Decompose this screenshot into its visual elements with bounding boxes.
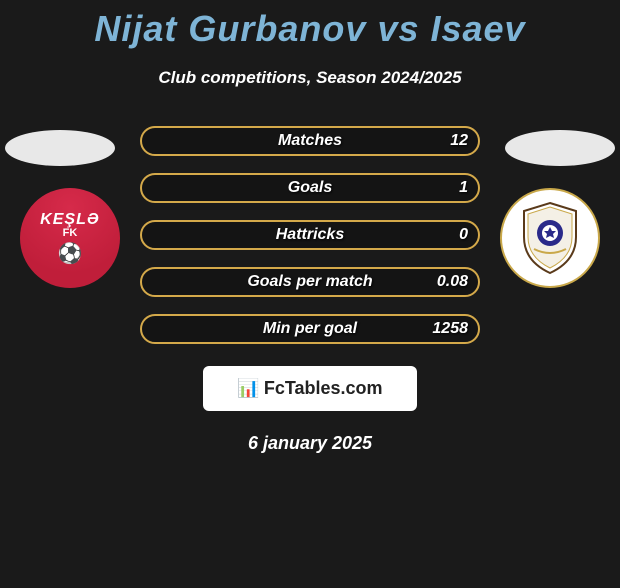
stat-value: 1 [428,179,468,197]
stat-row-matches: Matches 12 [140,126,480,156]
brand-text: FcTables.com [264,378,383,399]
stat-label: Matches [142,132,428,150]
team-badge-right [500,188,600,288]
page-title: Nijat Gurbanov vs Isaev [0,8,620,50]
badge-left-sub: FK [63,227,78,239]
ellipse-right [505,130,615,166]
stat-label: Min per goal [142,320,428,338]
footer-date: 6 january 2025 [0,433,620,454]
stat-row-min-per-goal: Min per goal 1258 [140,314,480,344]
stat-value: 0.08 [428,273,468,291]
chart-icon: 📊 [237,378,259,399]
stat-label: Goals per match [142,273,428,291]
stat-value: 12 [428,132,468,150]
team-badge-left: KEŞLƏ FK ⚽ [20,188,120,288]
brand-badge[interactable]: 📊 FcTables.com [203,366,417,411]
stat-label: Hattricks [142,226,428,244]
shield-icon [518,201,582,275]
stat-row-hattricks: Hattricks 0 [140,220,480,250]
stat-row-goals: Goals 1 [140,173,480,203]
ellipse-left [5,130,115,166]
subtitle: Club competitions, Season 2024/2025 [0,68,620,88]
stat-value: 0 [428,226,468,244]
stat-row-goals-per-match: Goals per match 0.08 [140,267,480,297]
soccer-ball-icon: ⚽ [58,241,83,266]
stat-label: Goals [142,179,428,197]
stat-value: 1258 [428,320,468,338]
